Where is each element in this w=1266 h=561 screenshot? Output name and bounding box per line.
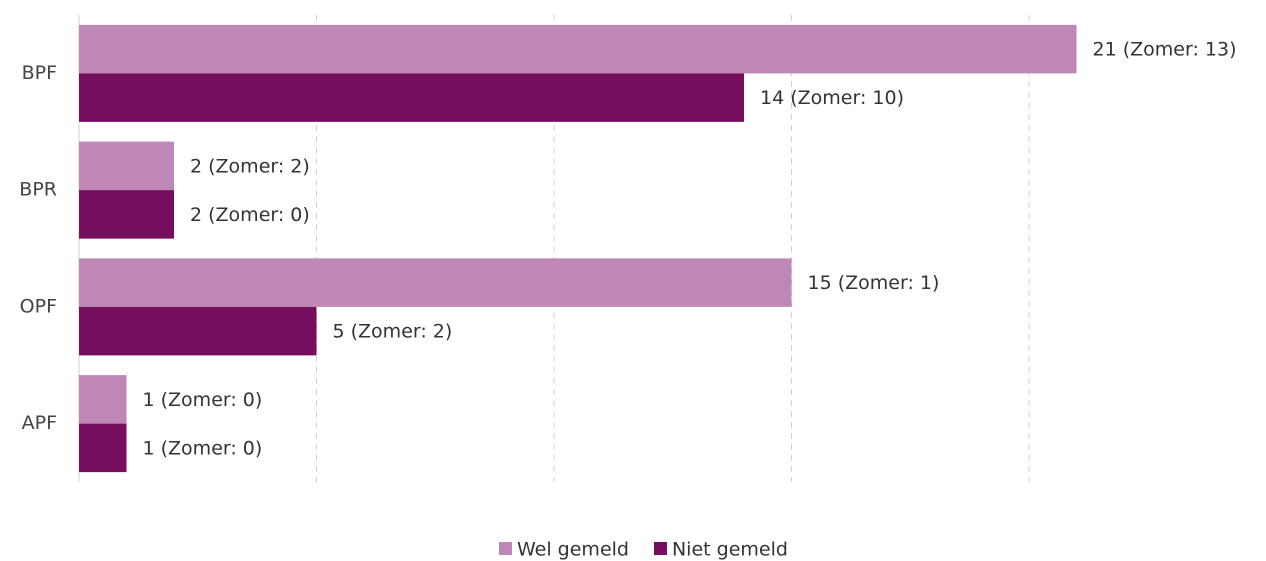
y-tick-label: BPR <box>19 179 57 201</box>
bar <box>79 24 1077 74</box>
bar <box>79 258 792 307</box>
data-label: 1 (Zomer: 0) <box>143 389 263 411</box>
data-label: 5 (Zomer: 2) <box>333 321 453 343</box>
y-tick-label: OPF <box>20 295 57 317</box>
y-tick-label: BPF <box>22 62 57 84</box>
legend-label: Niet gemeld <box>672 539 788 561</box>
bar <box>79 423 127 473</box>
data-label: 2 (Zomer: 0) <box>190 204 310 226</box>
bar <box>79 190 174 239</box>
data-label: 14 (Zomer: 10) <box>760 87 904 109</box>
y-tick-label: APF <box>22 412 57 434</box>
bar <box>79 375 127 424</box>
data-label: 21 (Zomer: 13) <box>1093 39 1237 61</box>
bar <box>79 306 317 356</box>
legend-label: Wel gemeld <box>517 539 629 561</box>
bar <box>79 73 744 122</box>
data-label: 15 (Zomer: 1) <box>808 272 940 294</box>
legend-swatch <box>499 542 512 555</box>
bar <box>79 141 174 191</box>
legend-swatch <box>653 542 667 555</box>
data-label: 2 (Zomer: 2) <box>190 155 310 177</box>
data-label: 1 (Zomer: 0) <box>143 437 263 459</box>
